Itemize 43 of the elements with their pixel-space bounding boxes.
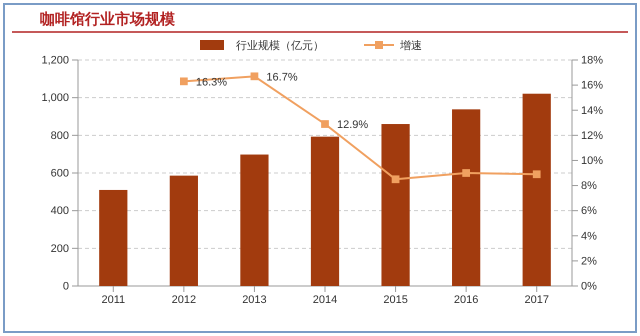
y2-tick-label: 14% [581,104,604,117]
y-tick-label: 1,000 [41,92,69,104]
data-label: 16.3% [196,76,228,88]
y2-tick-label: 12% [581,130,604,142]
bar [522,94,551,286]
point [462,169,470,177]
data-label: 12.9% [337,119,368,132]
y2-tick-label: 2% [581,255,598,268]
x-tick-label: 2015 [383,294,408,306]
bar [310,136,340,286]
point [180,77,188,86]
point [321,120,329,128]
bar [170,176,198,286]
point [532,170,541,178]
bar [240,154,269,286]
y2-tick-label: 18% [581,54,604,67]
data-label: 16.7% [266,71,298,84]
x-tick-label: 2016 [454,294,478,306]
y-tick-label: 800 [50,130,69,142]
x-tick-label: 2017 [524,294,549,306]
y2-tick-label: 16% [581,80,604,92]
y-tick-label: 600 [50,168,69,180]
x-tick-label: 2012 [172,294,196,306]
y2-tick-label: 8% [581,180,598,192]
bar [99,190,128,286]
y2-tick-label: 10% [581,154,604,167]
y-tick-label: 1,200 [41,54,69,67]
y-tick-label: 200 [50,242,69,255]
y-tick-label: 0 [62,280,69,293]
y-tick-label: 400 [50,205,69,218]
legend-label: 增速 [399,39,422,52]
point [250,72,258,80]
chart-title: 咖啡馆行业市场规模 [40,10,176,28]
bar [381,124,410,286]
point [392,175,400,184]
y2-tick-label: 4% [581,230,598,242]
legend-label: 行业规模（亿元） [236,39,324,52]
bar [452,109,480,286]
y2-tick-label: 6% [581,205,598,218]
x-tick-label: 2013 [242,294,267,306]
x-tick-label: 2014 [312,294,338,306]
y2-tick-label: 0% [581,280,598,293]
x-tick-label: 2011 [101,294,126,306]
